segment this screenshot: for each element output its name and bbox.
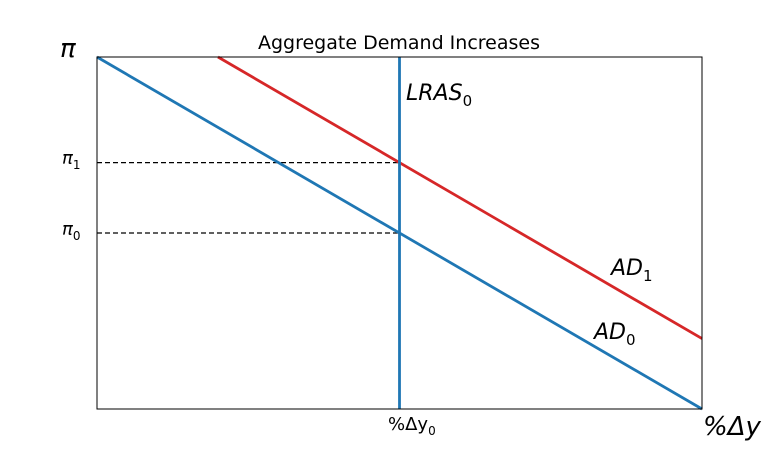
series-lines [96, 55, 703, 411]
lras0-label: LRAS0 [406, 81, 472, 110]
pi0-tick-label: π0 [62, 219, 80, 243]
ad1-line [217, 55, 703, 340]
ad0-label: AD0 [592, 320, 636, 349]
x-axis-label: %Δy [703, 412, 761, 442]
pi1-tick-label: π1 [62, 148, 80, 172]
y-axis-label: π [60, 34, 76, 64]
guide-lines [97, 161, 400, 234]
y0-tick-label: %Δy0 [388, 414, 436, 438]
ad1-label: AD1 [609, 256, 653, 285]
chart-title: Aggregate Demand Increases [258, 32, 540, 54]
plot-frame [96, 56, 703, 410]
